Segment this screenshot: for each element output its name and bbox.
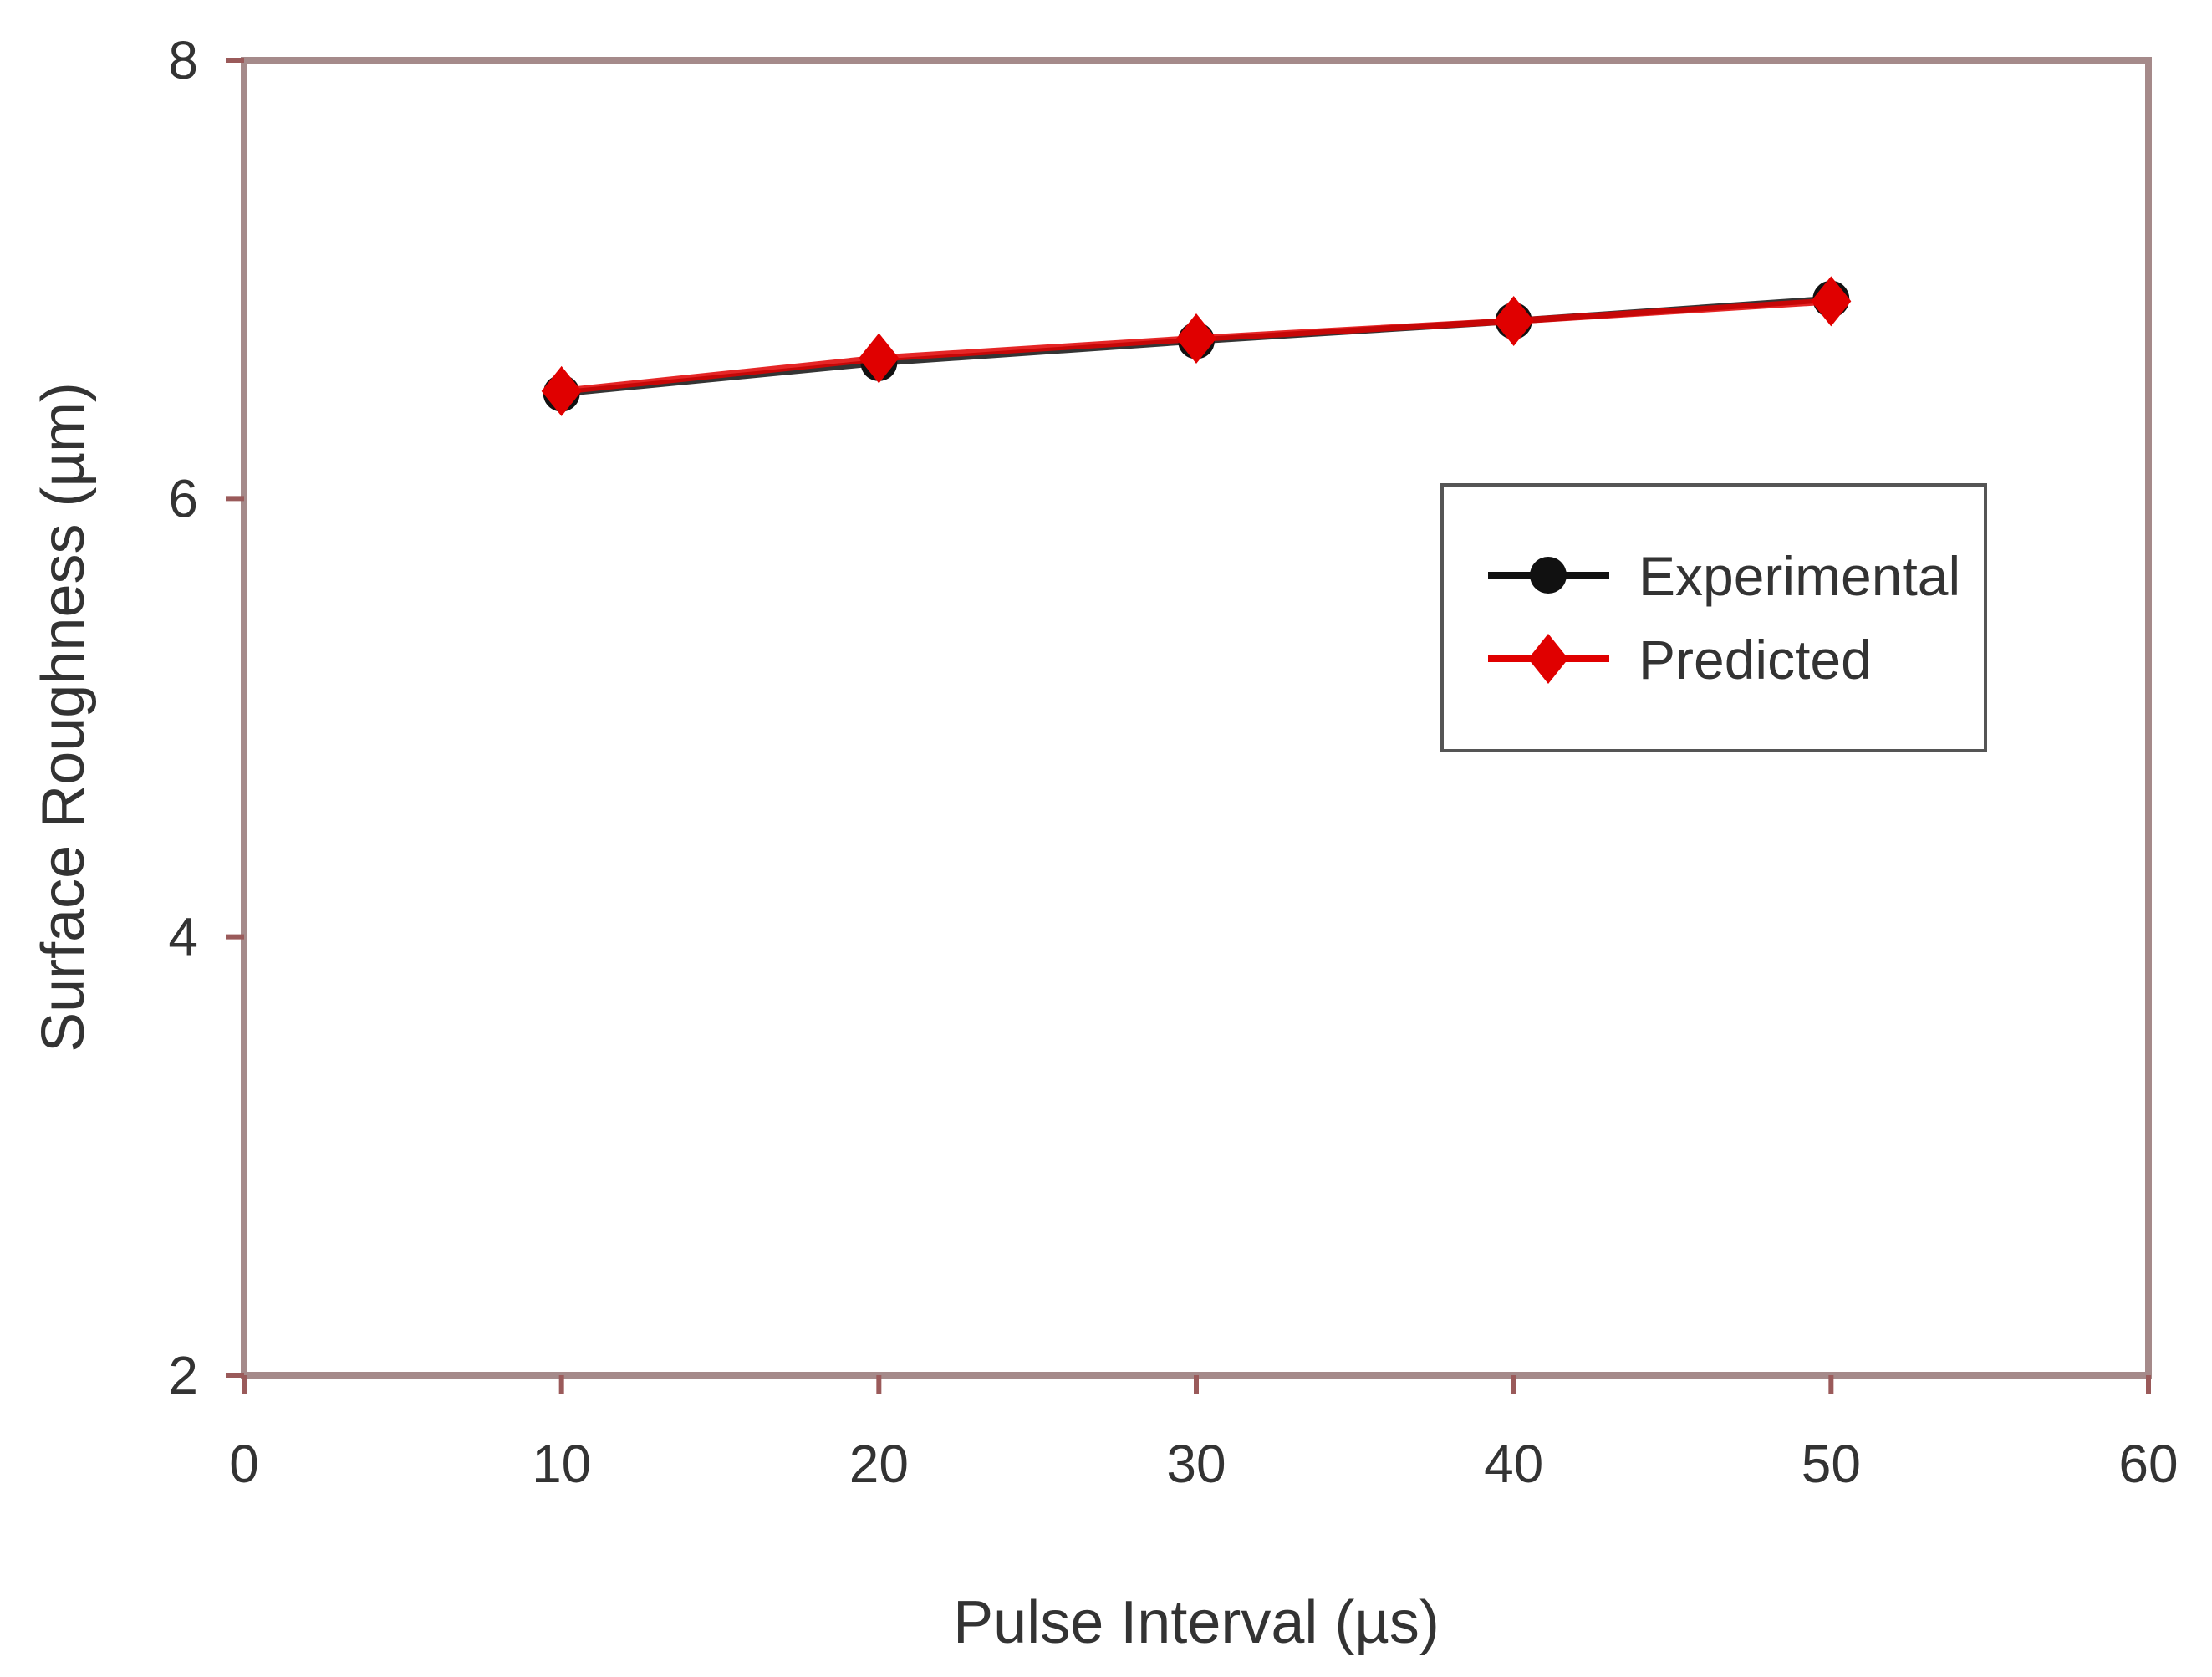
y-tick-label: 6 <box>168 468 198 528</box>
y-tick-label: 4 <box>168 907 198 967</box>
legend-box <box>1440 483 1987 752</box>
x-axis-ticks: 0 10 20 30 40 50 60 <box>229 1375 2179 1494</box>
data-point <box>1493 295 1534 346</box>
x-axis-title: Pulse Interval (µs) <box>953 1589 1440 1656</box>
legend-label: Predicted <box>1639 629 1872 691</box>
legend-marker <box>1528 634 1568 684</box>
legend-label: Experimental <box>1639 545 1960 607</box>
y-axis-ticks: 2 4 6 8 <box>168 30 244 1405</box>
x-tick-label: 20 <box>849 1434 909 1494</box>
y-tick-label: 8 <box>168 30 198 90</box>
series-layer <box>541 276 1852 416</box>
data-point <box>859 333 900 384</box>
x-tick-label: 40 <box>1484 1434 1543 1494</box>
legend: Experimental Predicted <box>1440 483 1987 752</box>
x-tick-label: 50 <box>1802 1434 1861 1494</box>
series-predicted <box>541 276 1852 416</box>
data-point <box>1811 276 1852 327</box>
x-tick-label: 60 <box>2118 1434 2178 1494</box>
y-axis-title: Surface Roughness (µm) <box>30 382 97 1053</box>
x-tick-label: 10 <box>532 1434 591 1494</box>
y-tick-label: 2 <box>168 1345 198 1405</box>
data-point <box>541 365 582 416</box>
legend-items: Experimental Predicted <box>1488 545 1960 691</box>
legend-item-predicted: Predicted <box>1488 629 1872 691</box>
data-point <box>1176 313 1216 364</box>
legend-marker <box>1530 557 1567 594</box>
legend-item-experimental: Experimental <box>1488 545 1960 607</box>
x-tick-label: 0 <box>229 1434 259 1494</box>
x-tick-label: 30 <box>1166 1434 1226 1494</box>
